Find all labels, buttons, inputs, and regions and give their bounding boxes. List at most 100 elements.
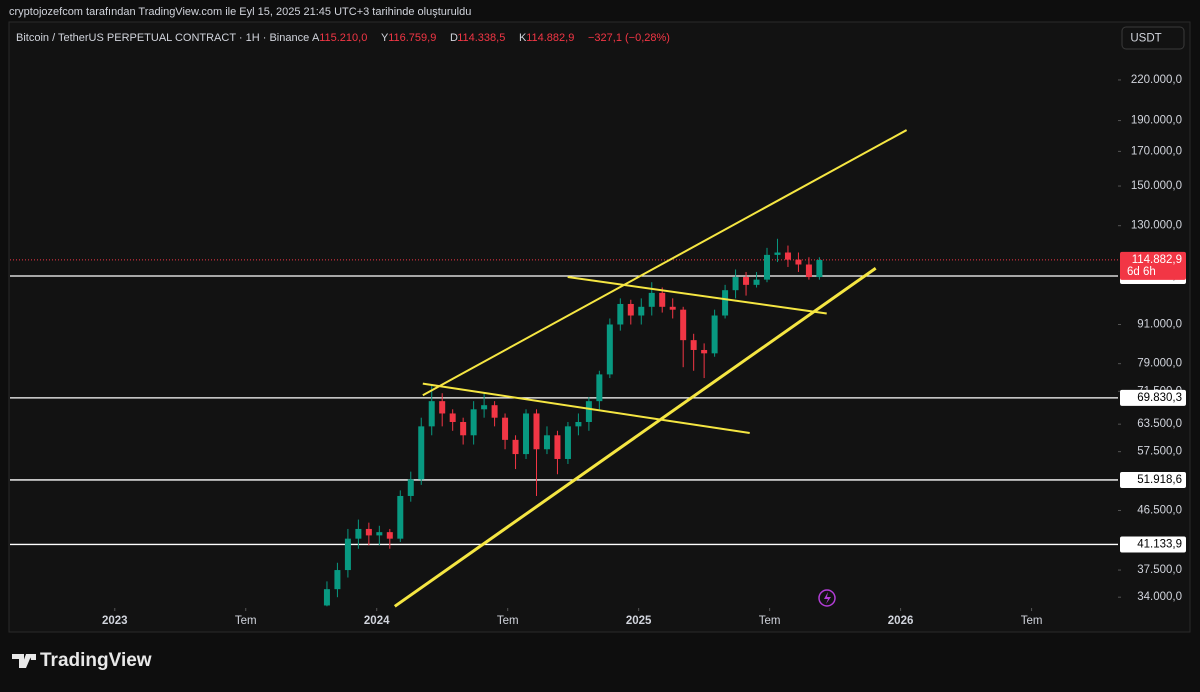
ohlc-value: 114.338,5 bbox=[457, 32, 505, 44]
candle-body bbox=[722, 290, 729, 316]
candle-body bbox=[407, 479, 414, 496]
level-label-box bbox=[1120, 389, 1186, 406]
y-tick-label: 63.500,0 bbox=[1137, 418, 1182, 430]
y-tick-label: 150.000,0 bbox=[1131, 180, 1182, 192]
candle-body bbox=[774, 252, 781, 255]
candle-body bbox=[397, 495, 404, 539]
x-tick-label: 2023 bbox=[102, 615, 128, 627]
last-price-box bbox=[1120, 251, 1186, 280]
candle-body bbox=[669, 306, 676, 310]
candle-body bbox=[386, 532, 393, 539]
candle-body bbox=[543, 435, 550, 450]
x-tick-label: Tem bbox=[1021, 615, 1043, 627]
ohlc-key: D bbox=[450, 32, 458, 44]
candle-body bbox=[596, 374, 603, 402]
candle-body bbox=[334, 570, 341, 590]
level-label-box bbox=[1120, 471, 1186, 488]
attribution: cryptojozefcom tarafından TradingView.co… bbox=[9, 6, 471, 18]
y-tick-label: 57.500,0 bbox=[1137, 446, 1182, 458]
trendline bbox=[567, 276, 827, 315]
brand-logo bbox=[12, 654, 36, 668]
trendline bbox=[422, 382, 750, 435]
candle-body bbox=[470, 409, 477, 436]
candle-body bbox=[355, 528, 362, 539]
ohlc-key: A bbox=[312, 32, 320, 44]
candle-body bbox=[659, 292, 666, 307]
event-bolt bbox=[824, 592, 831, 604]
level-label: 69.830,3 bbox=[1137, 392, 1182, 404]
y-tick-label: 190.000,0 bbox=[1131, 115, 1182, 127]
symbol: Bitcoin / TetherUS PERPETUAL CONTRACT · … bbox=[16, 32, 309, 44]
candle-body bbox=[523, 413, 530, 455]
candle-body bbox=[512, 439, 519, 455]
level-label: 51.918,6 bbox=[1137, 474, 1182, 486]
candle-body bbox=[376, 532, 383, 536]
chart-pane bbox=[8, 21, 1191, 633]
ohlc-value: 115.210,0 bbox=[319, 32, 367, 44]
candle-body bbox=[585, 401, 592, 422]
candle-body bbox=[805, 264, 812, 278]
candle-body bbox=[418, 426, 425, 480]
ohlc-value: 116.759,9 bbox=[388, 32, 436, 44]
candle-body bbox=[491, 405, 498, 418]
candle-body bbox=[554, 435, 561, 459]
candle-body bbox=[816, 259, 823, 278]
x-tick-label: 2026 bbox=[888, 615, 914, 627]
candle-body bbox=[680, 309, 687, 341]
candle-body bbox=[690, 340, 697, 350]
candle-body bbox=[564, 426, 571, 459]
candle-body bbox=[743, 277, 750, 285]
candle-body bbox=[533, 413, 540, 450]
y-tick-label: 130.000,0 bbox=[1131, 220, 1182, 232]
level-label: 41.133,9 bbox=[1137, 538, 1182, 550]
candle-body bbox=[795, 259, 802, 265]
ohlc-key: K bbox=[519, 32, 527, 44]
y-tick-label: 91.000,0 bbox=[1137, 319, 1182, 331]
candle-body bbox=[732, 277, 739, 291]
ohlc-value: 114.882,9 bbox=[526, 32, 574, 44]
candle-body bbox=[323, 589, 330, 606]
ohlc-key: Y bbox=[381, 32, 389, 44]
ohlc-change: −327,1 (−0,28%) bbox=[588, 32, 670, 44]
brand-name: TradingView bbox=[40, 650, 152, 671]
candle-body bbox=[502, 417, 509, 440]
level-label-box bbox=[1120, 536, 1186, 553]
ohlc-legend: A 115.210,0 Y 116.759,9 D 114.338,5 K 114.882,9… bbox=[312, 32, 670, 44]
candle-body bbox=[365, 528, 372, 536]
candle-body bbox=[617, 303, 624, 325]
candle-body bbox=[784, 252, 791, 260]
candle-body bbox=[606, 324, 613, 375]
candle-body bbox=[753, 279, 760, 285]
y-tick-label: 34.000,0 bbox=[1137, 591, 1182, 603]
candle-body bbox=[638, 306, 645, 316]
y-tick-label: 37.500,0 bbox=[1137, 564, 1182, 576]
x-tick-label: Tem bbox=[759, 615, 781, 627]
event-icon[interactable] bbox=[818, 589, 836, 607]
candle-body bbox=[575, 421, 582, 427]
candle-body bbox=[428, 401, 435, 427]
last-price-label: 114.882,9 bbox=[1132, 254, 1182, 266]
trendline bbox=[422, 129, 908, 397]
currency-button[interactable] bbox=[1121, 26, 1185, 50]
candle-body bbox=[627, 303, 634, 316]
y-tick-label: 46.500,0 bbox=[1137, 505, 1182, 517]
candle-body bbox=[711, 315, 718, 354]
y-tick-label: 79.000,0 bbox=[1137, 358, 1182, 370]
currency[interactable]: USDT bbox=[1130, 33, 1161, 45]
x-tick-label: Tem bbox=[497, 615, 519, 627]
candle-body bbox=[764, 254, 771, 280]
x-tick-label: 2024 bbox=[364, 615, 390, 627]
candle-body bbox=[481, 405, 488, 410]
x-tick-label: Tem bbox=[235, 615, 257, 627]
trendline bbox=[393, 266, 877, 608]
candle-body bbox=[344, 538, 351, 571]
x-tick-label: 2025 bbox=[626, 615, 652, 627]
candle-body bbox=[439, 401, 446, 414]
plot: 220.000,0 190.000,0 170.000,0 150.000,0 130.… bbox=[10, 74, 1186, 627]
countdown: 6d 6h bbox=[1127, 266, 1156, 278]
candle-body bbox=[460, 421, 467, 436]
candle-body bbox=[449, 413, 456, 422]
y-tick-label: 220.000,0 bbox=[1131, 74, 1182, 86]
